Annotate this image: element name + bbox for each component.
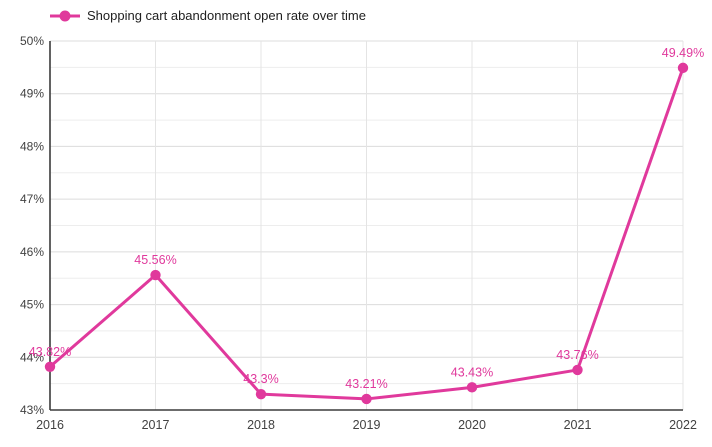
y-axis-label: 45%: [20, 298, 44, 312]
legend-series-marker-icon: [50, 10, 80, 22]
data-label: 43.3%: [243, 372, 278, 386]
y-axis-label: 46%: [20, 245, 44, 259]
data-label: 45.56%: [134, 253, 176, 267]
y-axis-label: 43%: [20, 403, 44, 417]
x-axis-label: 2021: [564, 418, 592, 432]
data-label: 43.43%: [451, 365, 493, 379]
data-label: 43.21%: [345, 377, 387, 391]
x-axis-label: 2016: [36, 418, 64, 432]
y-axis-label: 44%: [20, 350, 44, 364]
data-point[interactable]: [361, 393, 372, 405]
data-point[interactable]: [255, 388, 267, 400]
data-point[interactable]: [677, 62, 689, 74]
x-axis-label: 2019: [353, 418, 381, 432]
data-point[interactable]: [44, 361, 56, 372]
x-axis-label: 2018: [247, 418, 275, 432]
x-axis-label: 2020: [458, 418, 486, 432]
y-axis-label: 50%: [20, 34, 44, 48]
x-axis-label: 2017: [142, 418, 170, 432]
y-axis-label: 47%: [20, 192, 44, 206]
data-point[interactable]: [150, 269, 161, 281]
x-axis-label: 2022: [669, 418, 697, 432]
y-axis-label: 48%: [20, 139, 44, 153]
data-label: 49.49%: [662, 46, 704, 60]
data-label: 43.82%: [29, 345, 71, 359]
legend-label: Shopping cart abandonment open rate over…: [87, 8, 366, 23]
data-label: 43.76%: [556, 348, 598, 362]
y-axis-label: 49%: [20, 87, 44, 101]
data-point[interactable]: [572, 364, 583, 376]
legend-dot: [59, 10, 71, 22]
data-point[interactable]: [466, 382, 478, 393]
legend-item[interactable]: Shopping cart abandonment open rate over…: [49, 7, 366, 25]
